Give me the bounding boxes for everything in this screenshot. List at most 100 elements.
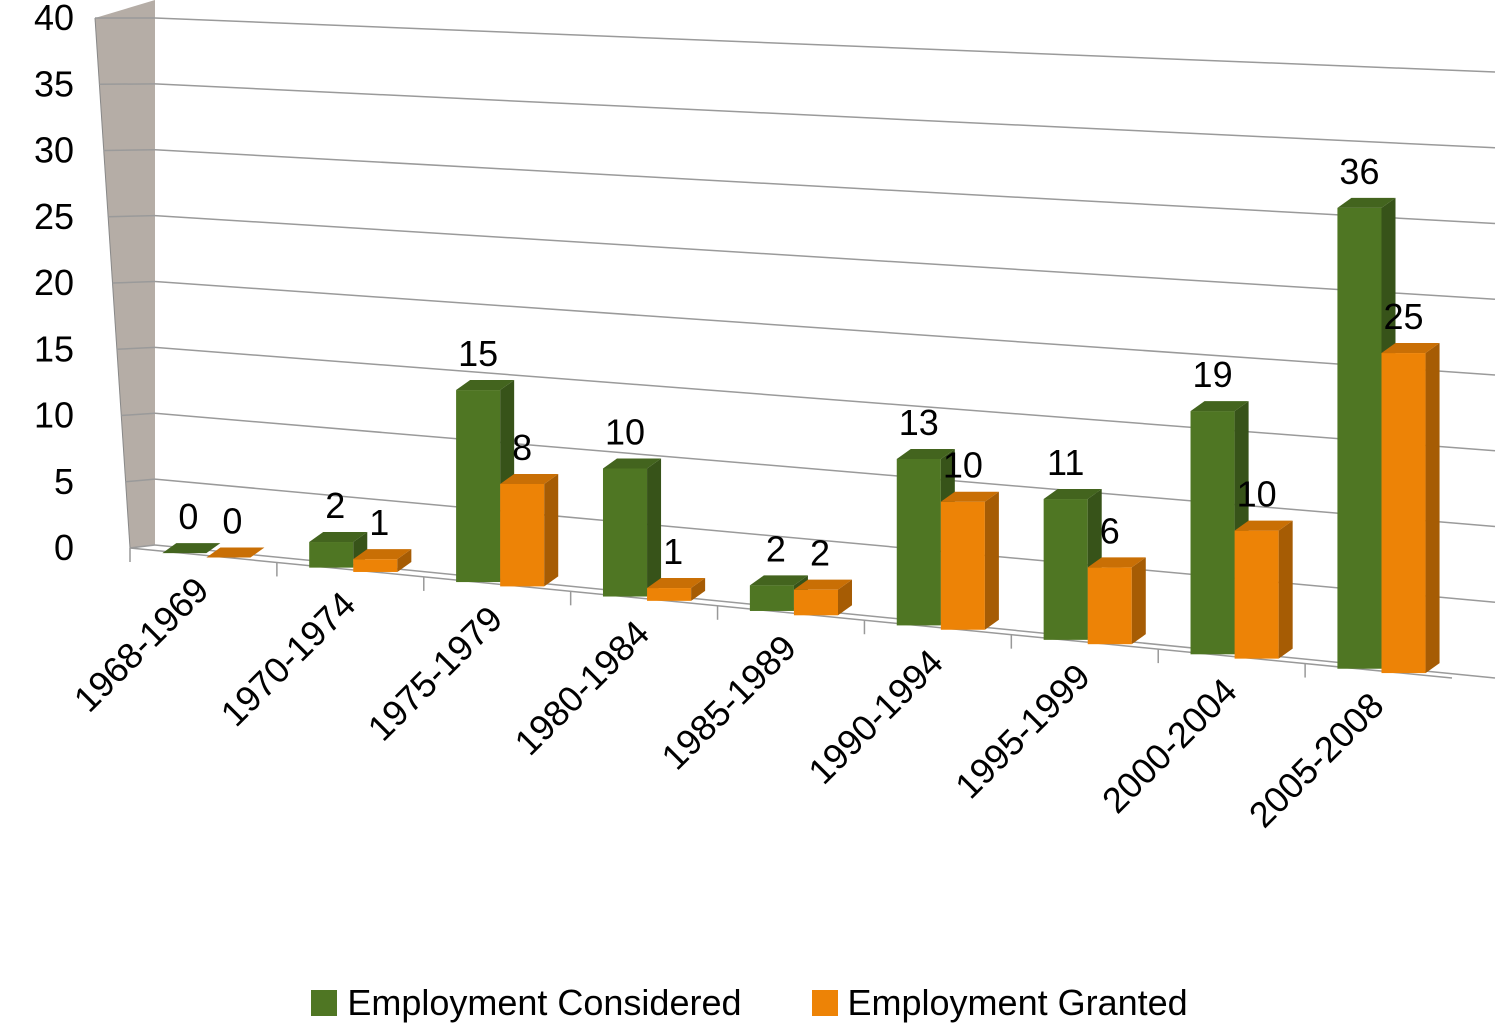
gridline-side-10 xyxy=(121,412,156,417)
bar-top xyxy=(602,458,662,469)
bar-top xyxy=(749,575,808,586)
bar-granted xyxy=(1381,353,1426,674)
legend-item-granted: Employment Granted xyxy=(811,982,1188,1024)
bar-side xyxy=(1425,343,1440,674)
bar-granted xyxy=(940,501,985,630)
x-tick-label: 1985-1989 xyxy=(653,627,804,778)
floor-right-edge xyxy=(1452,545,1455,678)
bar-top xyxy=(456,380,515,391)
data-label: 10 xyxy=(943,445,983,486)
bar-granted xyxy=(353,559,398,572)
x-tick-label: 2005-2008 xyxy=(1241,685,1392,836)
data-label: 2 xyxy=(325,485,345,526)
y-tick-label: 40 xyxy=(34,0,74,38)
gridline-15 xyxy=(154,346,1496,452)
x-tick-label: 2000-2004 xyxy=(1094,670,1245,821)
bar-top xyxy=(1337,197,1396,208)
gridline-side-15 xyxy=(116,346,156,350)
legend-swatch-granted xyxy=(811,990,838,1016)
bar-top xyxy=(1087,557,1146,568)
data-label: 0 xyxy=(178,496,198,537)
bar-top xyxy=(1234,520,1293,531)
bar-top xyxy=(206,547,265,558)
x-tick-label: 1968-1969 xyxy=(66,569,217,720)
legend-swatch-considered xyxy=(311,990,338,1016)
data-label: 25 xyxy=(1384,296,1424,337)
data-label: 19 xyxy=(1193,354,1233,395)
y-tick-label: 35 xyxy=(34,63,74,104)
bar-side xyxy=(691,578,706,601)
bar-granted xyxy=(647,588,692,601)
y-tick-label: 30 xyxy=(34,130,74,171)
bar-top xyxy=(309,532,368,543)
gridline-30 xyxy=(154,149,1496,225)
bar-top xyxy=(1381,343,1440,354)
legend-label-considered: Employment Considered xyxy=(347,982,742,1023)
bar-considered xyxy=(896,458,941,626)
data-label: 10 xyxy=(605,412,645,453)
legend-item-considered: Employment Considered xyxy=(311,982,742,1024)
data-label: 2 xyxy=(766,528,786,569)
y-tick-label: 10 xyxy=(34,395,74,436)
data-label: 2 xyxy=(810,533,830,574)
bar-considered xyxy=(749,585,794,611)
gridline-10 xyxy=(154,412,1496,528)
bar-side xyxy=(647,458,662,597)
bar-considered xyxy=(1043,499,1088,640)
x-axis-line xyxy=(129,547,1453,679)
gridline-side-5 xyxy=(125,478,156,483)
bar-considered xyxy=(1337,207,1382,669)
bar-top xyxy=(793,579,853,590)
data-label: 13 xyxy=(899,402,939,443)
gridline-side-30 xyxy=(103,149,156,152)
gridline-side-20 xyxy=(112,280,156,284)
bar-top xyxy=(162,543,221,554)
data-label: 11 xyxy=(1047,442,1084,483)
bar-top xyxy=(940,491,999,502)
bar-considered xyxy=(309,542,354,568)
gridline-side-25 xyxy=(108,214,156,218)
gridline-35 xyxy=(154,83,1496,149)
x-tick-label: 1975-1979 xyxy=(359,598,510,749)
legend: Employment Considered Employment Granted xyxy=(0,978,1499,1028)
y-tick-label: 25 xyxy=(34,196,74,237)
bar-side xyxy=(984,491,999,630)
bar-granted xyxy=(1234,530,1279,659)
data-label: 10 xyxy=(1237,474,1277,515)
bar-top xyxy=(353,549,412,560)
legend-label-granted: Employment Granted xyxy=(847,982,1188,1023)
bar-considered xyxy=(1190,411,1235,655)
bar-considered xyxy=(602,468,648,597)
y-tick-label: 20 xyxy=(34,262,74,303)
bar-granted xyxy=(500,483,545,587)
y-tick-label: 5 xyxy=(54,461,74,502)
bar-granted xyxy=(1087,567,1132,645)
bar-top xyxy=(1190,401,1249,412)
bar-top xyxy=(1043,489,1102,500)
x-tick-label: 1995-1999 xyxy=(947,656,1098,807)
bar-side xyxy=(397,549,412,572)
data-label: 6 xyxy=(1100,510,1120,551)
bar-side xyxy=(1278,520,1293,659)
gridline-side-0 xyxy=(129,544,156,549)
bar-side xyxy=(838,579,853,616)
data-label: 0 xyxy=(222,501,242,542)
data-label: 1 xyxy=(369,502,389,543)
bar-side xyxy=(1131,557,1146,645)
gridline-40 xyxy=(154,17,1496,73)
gridline-20 xyxy=(154,280,1496,376)
gridline-25 xyxy=(154,214,1496,300)
bar-granted xyxy=(793,589,839,616)
bar-considered xyxy=(456,390,501,583)
bar-top xyxy=(500,473,559,484)
data-label: 36 xyxy=(1339,151,1379,192)
x-tick-label: 1970-1974 xyxy=(213,583,364,734)
x-tick-label: 1980-1984 xyxy=(506,612,657,763)
bar-side xyxy=(544,473,559,587)
x-tick-label: 1990-1994 xyxy=(800,641,951,792)
data-label: 1 xyxy=(663,531,683,572)
data-label: 8 xyxy=(512,427,532,468)
side-wall xyxy=(95,0,155,548)
data-label: 15 xyxy=(458,333,498,374)
